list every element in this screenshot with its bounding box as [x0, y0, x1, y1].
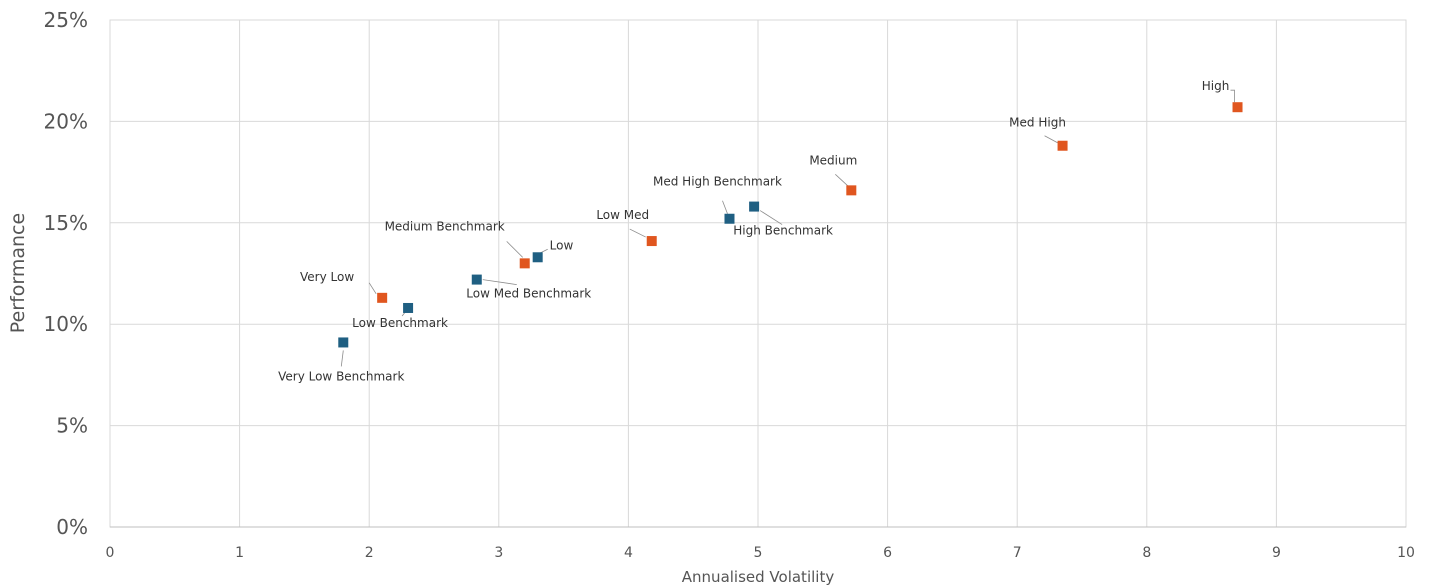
marker-low [532, 252, 543, 263]
leader-line-high [1230, 89, 1235, 103]
x-tick-label: 9 [1272, 545, 1281, 561]
leader-line-medium [835, 174, 849, 187]
data-label-low: Low [550, 238, 574, 252]
leader-line-very-low-benchmark [340, 350, 344, 367]
x-tick-label: 7 [1013, 545, 1022, 561]
x-tick-label: 2 [365, 545, 374, 561]
x-tick-label: 3 [494, 545, 503, 561]
y-axis-title: Performance [7, 213, 29, 333]
x-tick-label: 8 [1142, 545, 1151, 561]
x-tick-label: 1 [235, 545, 244, 561]
data-label-high-benchmark: High Benchmark [733, 224, 833, 238]
x-tick-label: 4 [624, 545, 633, 561]
y-tick-label: 25% [44, 8, 88, 32]
marker-very-low [377, 292, 388, 303]
data-label-med-high-benchmark: Med High Benchmark [653, 175, 782, 189]
y-tick-label: 10% [44, 312, 88, 336]
data-label-very-low-benchmark: Very Low Benchmark [278, 369, 404, 383]
marker-med-high [1057, 140, 1068, 151]
marker-very-low-benchmark [338, 337, 349, 348]
marker-medium-benchmark [519, 258, 530, 269]
marker-high-benchmark [749, 201, 760, 212]
data-label-medium-benchmark: Medium Benchmark [385, 219, 505, 233]
data-label-high: High [1202, 79, 1230, 93]
x-tick-label: 6 [883, 545, 892, 561]
data-label-med-high: Med High [1009, 116, 1066, 130]
leader-line-medium-benchmark [506, 241, 524, 258]
leader-line-med-high [1044, 135, 1058, 144]
data-label-medium: Medium [809, 153, 857, 167]
marker-low-benchmark [403, 302, 414, 313]
y-tick-label: 5% [56, 414, 88, 438]
data-label-low-med: Low Med [596, 208, 649, 222]
leader-line-very-low [368, 282, 377, 295]
leader-line-low-med [629, 228, 646, 238]
marker-medium [846, 185, 857, 196]
data-label-low-benchmark: Low Benchmark [352, 316, 448, 330]
y-tick-label: 15% [44, 211, 88, 235]
leader-line-med-high-benchmark [722, 200, 728, 214]
x-axis-title: Annualised Volatility [682, 568, 835, 586]
y-tick-label: 20% [44, 109, 88, 133]
marker-med-high-benchmark [724, 213, 735, 224]
x-tick-label: 10 [1397, 545, 1415, 561]
x-tick-label: 5 [754, 545, 763, 561]
data-label-very-low: Very Low [300, 270, 354, 284]
y-tick-label: 0% [56, 515, 88, 539]
data-label-low-med-benchmark: Low Med Benchmark [466, 287, 591, 301]
marker-low-med-benchmark [471, 274, 482, 285]
marker-high [1232, 102, 1243, 113]
x-tick-label: 0 [106, 545, 115, 561]
marker-low-med [646, 236, 657, 247]
leader-line-high-benchmark [759, 210, 783, 225]
leader-line-low-med-benchmark [482, 279, 517, 285]
